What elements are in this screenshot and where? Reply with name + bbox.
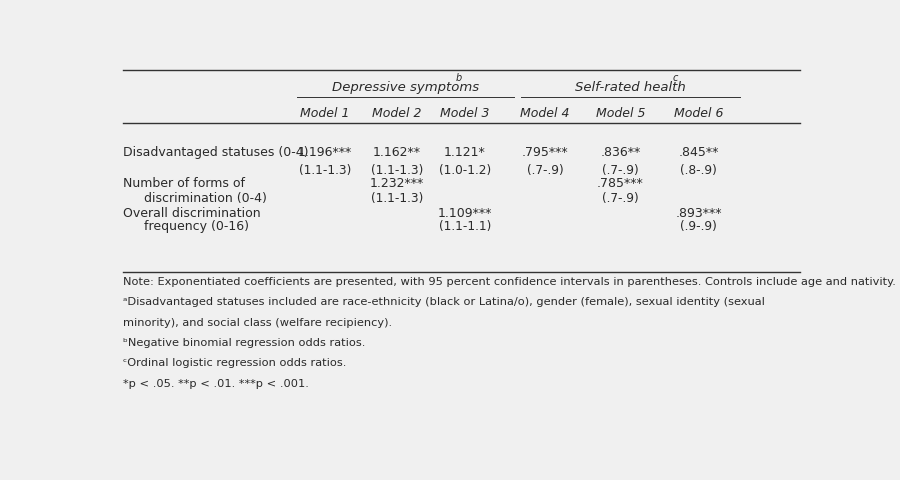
Text: frequency (0-16): frequency (0-16)	[144, 219, 249, 232]
Text: 1.109***: 1.109***	[437, 206, 492, 219]
Text: .795***: .795***	[522, 145, 568, 158]
Text: .845**: .845**	[679, 145, 718, 158]
Text: Model 5: Model 5	[596, 107, 645, 120]
Text: minority), and social class (welfare recipiency).: minority), and social class (welfare rec…	[123, 317, 392, 327]
Text: Self-rated health: Self-rated health	[575, 81, 686, 94]
Text: 1.196***: 1.196***	[298, 145, 353, 158]
Text: b: b	[455, 73, 462, 83]
Text: .836**: .836**	[600, 145, 641, 158]
Text: Model 6: Model 6	[673, 107, 724, 120]
Text: (1.0-1.2): (1.0-1.2)	[438, 164, 491, 177]
Text: Model 2: Model 2	[373, 107, 422, 120]
Text: 1.162**: 1.162**	[374, 145, 421, 158]
Text: (.8-.9): (.8-.9)	[680, 164, 716, 177]
Text: Overall discrimination: Overall discrimination	[123, 206, 261, 219]
Text: Model 1: Model 1	[301, 107, 350, 120]
Text: (.7-.9): (.7-.9)	[602, 192, 639, 204]
Text: (1.1-1.1): (1.1-1.1)	[438, 219, 491, 232]
Text: ᵃDisadvantaged statuses included are race-ethnicity (black or Latina/o), gender : ᵃDisadvantaged statuses included are rac…	[123, 297, 765, 307]
Text: Number of forms of: Number of forms of	[123, 177, 245, 190]
Text: (1.1-1.3): (1.1-1.3)	[299, 164, 351, 177]
Text: Note: Exponentiated coefficients are presented, with 95 percent confidence inter: Note: Exponentiated coefficients are pre…	[123, 276, 896, 286]
Text: Depressive symptoms: Depressive symptoms	[332, 81, 479, 94]
Text: 1.121*: 1.121*	[444, 145, 486, 158]
Text: (.9-.9): (.9-.9)	[680, 219, 716, 232]
Text: 1.232***: 1.232***	[370, 177, 424, 190]
Text: (1.1-1.3): (1.1-1.3)	[371, 192, 423, 204]
Text: (1.1-1.3): (1.1-1.3)	[371, 164, 423, 177]
Text: *p < .05. **p < .01. ***p < .001.: *p < .05. **p < .01. ***p < .001.	[123, 378, 309, 388]
Text: Disadvantaged statuses (0-4): Disadvantaged statuses (0-4)	[123, 145, 309, 158]
Text: .893***: .893***	[675, 206, 722, 219]
Text: .785***: .785***	[597, 177, 644, 190]
Text: Model 4: Model 4	[520, 107, 570, 120]
Text: c: c	[672, 73, 678, 83]
Text: ᵇNegative binomial regression odds ratios.: ᵇNegative binomial regression odds ratio…	[123, 337, 365, 347]
Text: discrimination (0-4): discrimination (0-4)	[144, 192, 266, 204]
Text: Model 3: Model 3	[440, 107, 490, 120]
Text: (.7-.9): (.7-.9)	[526, 164, 563, 177]
Text: (.7-.9): (.7-.9)	[602, 164, 639, 177]
Text: ᶜOrdinal logistic regression odds ratios.: ᶜOrdinal logistic regression odds ratios…	[123, 358, 346, 368]
